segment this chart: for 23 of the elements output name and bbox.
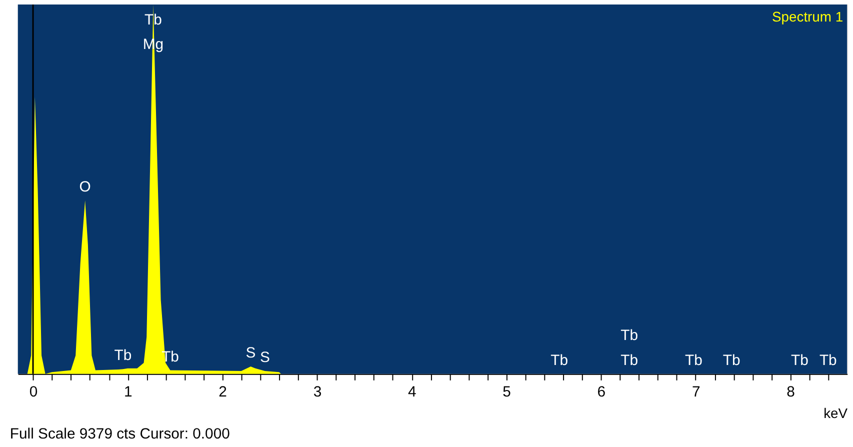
chart-title: Spectrum 1 [772,8,844,24]
x-tick-label: 6 [597,384,606,400]
x-tick-label: 2 [218,384,227,400]
annotation: Tb [819,353,837,369]
x-tick-label: 5 [502,384,511,400]
annotation: Tb [791,353,808,369]
x-tick-label: 8 [786,384,795,400]
x-axis-title: keV [824,405,848,422]
x-tick-label: 1 [124,384,132,400]
x-tick-label: 0 [29,384,38,400]
annotation: S [246,346,256,362]
annotation: O [79,179,91,196]
annotation: Tb [550,353,568,369]
annotation: Tb [620,328,638,344]
x-tick-label: 4 [408,384,416,400]
annotation: Tb [685,353,702,369]
annotation: Tb [722,353,740,369]
x-tick-label: 7 [692,384,700,400]
annotation: S [260,350,270,366]
annotation: Tb [114,348,132,364]
x-tick-label: 3 [313,384,322,400]
text: Full Scale 9379 cts Cursor: 0.000 [10,426,230,442]
annotation: Tb [620,353,638,369]
